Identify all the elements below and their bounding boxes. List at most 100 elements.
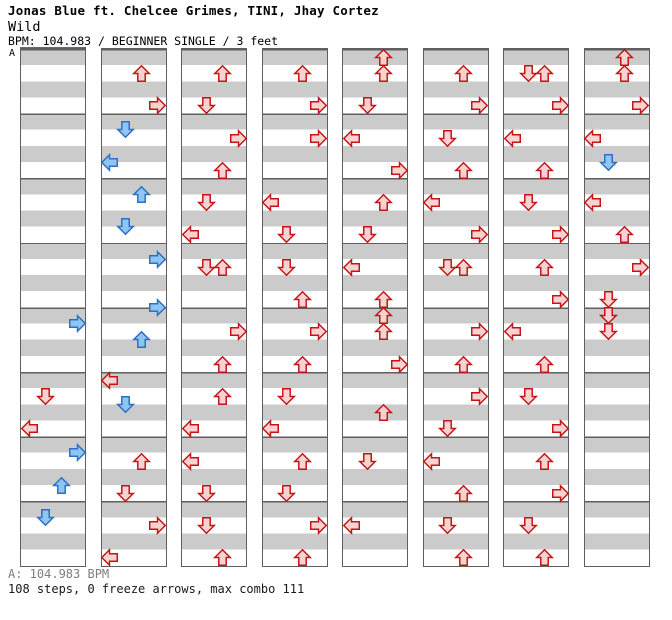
- right-arrow-icon: [551, 96, 569, 116]
- up-arrow-icon: [212, 549, 232, 567]
- right-arrow-icon: [631, 257, 650, 277]
- up-arrow-icon: [131, 452, 152, 470]
- down-arrow-icon: [115, 484, 136, 503]
- left-arrow-icon: [181, 225, 199, 245]
- down-arrow-icon: [357, 226, 377, 244]
- up-arrow-icon: [534, 258, 554, 276]
- down-arrow-icon: [196, 484, 216, 503]
- up-arrow-icon: [534, 549, 554, 567]
- right-arrow-icon: [309, 516, 328, 536]
- right-arrow-icon: [470, 386, 489, 406]
- down-arrow-icon: [437, 129, 458, 147]
- down-arrow-icon: [437, 420, 458, 438]
- right-arrow-icon: [229, 322, 247, 342]
- up-arrow-icon: [453, 161, 474, 179]
- up-arrow-icon: [614, 226, 635, 244]
- measure-column-1: [20, 48, 86, 567]
- up-arrow-icon: [373, 403, 393, 422]
- down-arrow-icon: [598, 307, 619, 325]
- right-arrow-icon: [551, 289, 569, 310]
- down-arrow-icon: [437, 258, 458, 277]
- down-arrow-icon: [598, 323, 619, 341]
- up-arrow-icon: [212, 64, 232, 82]
- right-arrow-icon: [148, 298, 167, 318]
- down-arrow-icon: [518, 387, 538, 406]
- left-arrow-icon: [100, 370, 119, 390]
- right-arrow-icon: [68, 314, 86, 334]
- right-arrow-icon: [148, 96, 167, 116]
- left-arrow-icon: [181, 419, 199, 439]
- up-arrow-icon: [534, 161, 554, 179]
- right-arrow-icon: [390, 160, 408, 180]
- right-arrow-icon: [631, 96, 650, 116]
- down-arrow-icon: [276, 484, 297, 503]
- down-arrow-icon: [196, 194, 216, 212]
- right-arrow-icon: [470, 322, 489, 342]
- down-arrow-icon: [35, 387, 55, 406]
- down-arrow-icon: [357, 97, 377, 115]
- right-arrow-icon: [551, 419, 569, 439]
- up-arrow-icon: [373, 193, 393, 212]
- down-arrow-icon: [276, 226, 297, 244]
- left-arrow-icon: [583, 128, 602, 148]
- right-arrow-icon: [148, 249, 167, 269]
- footer-summary-text: 108 steps, 0 freeze arrows, max combo 11…: [8, 582, 305, 596]
- down-arrow-icon: [196, 97, 216, 115]
- measure-column-6: [422, 48, 489, 567]
- up-arrow-icon: [373, 323, 393, 341]
- up-arrow-icon: [131, 64, 152, 82]
- left-arrow-icon: [342, 516, 360, 536]
- up-arrow-icon: [453, 64, 474, 82]
- left-arrow-icon: [422, 451, 441, 471]
- left-arrow-icon: [503, 322, 521, 342]
- right-arrow-icon: [229, 128, 247, 148]
- up-arrow-icon: [453, 355, 474, 373]
- up-arrow-icon: [534, 452, 554, 470]
- left-arrow-icon: [181, 451, 199, 471]
- down-arrow-icon: [518, 194, 538, 212]
- down-arrow-icon: [115, 121, 136, 139]
- up-arrow-icon: [373, 64, 393, 82]
- up-arrow-icon: [292, 549, 313, 567]
- up-arrow-icon: [453, 549, 474, 567]
- right-arrow-icon: [309, 96, 328, 116]
- right-arrow-icon: [470, 96, 489, 116]
- up-arrow-icon: [453, 484, 474, 502]
- chart-info-line: BPM: 104.983 / BEGINNER SINGLE / 3 feet: [8, 34, 279, 48]
- down-arrow-icon: [437, 517, 458, 535]
- up-arrow-icon: [292, 290, 313, 309]
- up-arrow-icon: [373, 48, 393, 66]
- right-arrow-icon: [470, 225, 489, 245]
- left-arrow-icon: [422, 193, 441, 213]
- up-arrow-icon: [212, 258, 232, 276]
- up-arrow-icon: [212, 355, 232, 373]
- down-arrow-icon: [518, 64, 538, 83]
- up-arrow-icon: [131, 331, 152, 349]
- down-arrow-icon: [518, 517, 538, 535]
- right-arrow-icon: [390, 354, 408, 374]
- up-arrow-icon: [614, 48, 635, 66]
- left-arrow-icon: [503, 128, 521, 148]
- bpm-segment-label: A: [9, 48, 16, 59]
- down-arrow-icon: [115, 218, 136, 236]
- left-arrow-icon: [261, 419, 280, 439]
- down-arrow-icon: [35, 509, 55, 527]
- up-arrow-icon: [534, 355, 554, 373]
- up-arrow-icon: [614, 64, 635, 82]
- left-arrow-icon: [583, 193, 602, 213]
- up-arrow-icon: [212, 387, 232, 405]
- left-arrow-icon: [100, 548, 119, 568]
- right-arrow-icon: [551, 483, 569, 503]
- up-arrow-icon: [453, 258, 474, 276]
- left-arrow-icon: [342, 257, 360, 277]
- right-arrow-icon: [309, 128, 328, 148]
- song-title: Wild: [8, 19, 41, 35]
- left-arrow-icon: [261, 193, 280, 213]
- down-arrow-icon: [357, 452, 377, 470]
- left-arrow-icon: [100, 152, 119, 172]
- left-arrow-icon: [20, 419, 38, 439]
- down-arrow-icon: [115, 396, 136, 414]
- up-arrow-icon: [292, 452, 313, 470]
- bpm-segment-line: [20, 46, 86, 49]
